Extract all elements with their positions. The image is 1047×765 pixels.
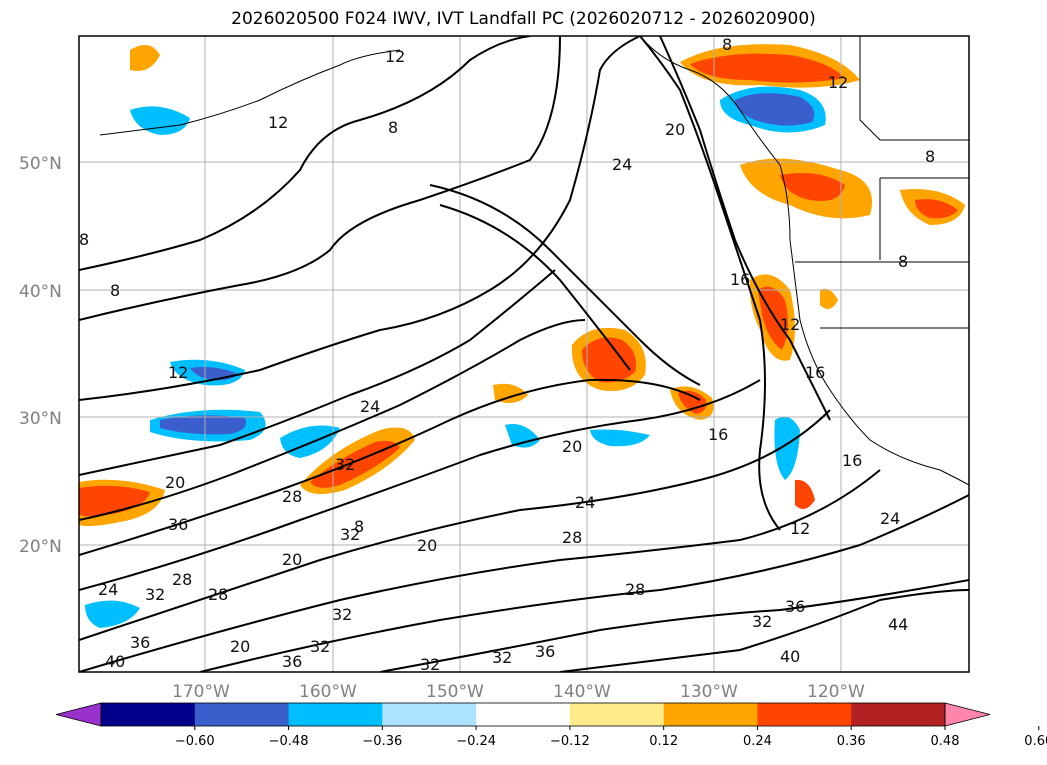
map-border xyxy=(78,35,970,673)
contour-label: 20 xyxy=(417,536,437,555)
contour-label: 20 xyxy=(562,437,582,456)
contour-label: 24 xyxy=(612,155,632,174)
colorbar-tick-label: −0.24 xyxy=(456,734,496,749)
contour-label: 12 xyxy=(780,315,800,334)
lon-label-130w: 130°W xyxy=(680,682,738,702)
colorbar-frame xyxy=(100,702,946,727)
contour-label: 28 xyxy=(172,570,192,589)
colorbar-tick-label: 0.60 xyxy=(1024,734,1047,749)
contour-label: 8 xyxy=(898,252,908,271)
contour-label: 36 xyxy=(282,652,302,671)
contour-label: 32 xyxy=(335,455,355,474)
colorbar-segment xyxy=(288,703,383,726)
contour-label: 32 xyxy=(332,605,352,624)
lat-label-30n: 30°N xyxy=(19,409,62,429)
contour-label: 40 xyxy=(780,647,800,666)
contour-label: 32 xyxy=(340,525,360,544)
colorbar-tick-label: −0.12 xyxy=(550,734,590,749)
lat-label-20n: 20°N xyxy=(19,537,62,557)
colorbar-segment xyxy=(663,703,758,726)
map-area xyxy=(79,36,969,672)
contour-label: 44 xyxy=(888,615,908,634)
colorbar: −0.60 −0.48 −0.36 −0.24 −0.12 0.12 0.24 0.36 0.4… xyxy=(55,702,1047,749)
contour-label: 8 xyxy=(388,118,398,137)
map-title: 2026020500 F024 IWV, IVT Landfall PC (20… xyxy=(231,9,816,29)
colorbar-segment xyxy=(757,703,852,726)
colorbar-segment xyxy=(194,703,290,726)
contour-label: 20 xyxy=(665,120,685,139)
colorbar-tick-label: 0.48 xyxy=(931,734,960,749)
iwv-contours xyxy=(79,36,969,672)
lat-label-40n: 40°N xyxy=(19,282,62,302)
colorbar-tick-label: 0.36 xyxy=(837,734,866,749)
contour-label: 12 xyxy=(268,113,288,132)
contour-label: 20 xyxy=(165,473,185,492)
colorbar-tick-label: −0.36 xyxy=(362,734,402,749)
lon-label-150w: 150°W xyxy=(426,682,484,702)
contour-label: 28 xyxy=(562,528,582,547)
contour-label: 12 xyxy=(828,73,848,92)
lon-label-120w: 120°W xyxy=(807,682,865,702)
contour-label: 24 xyxy=(360,397,380,416)
colorbar-extend-high xyxy=(944,702,991,727)
contour-label: 32 xyxy=(492,648,512,667)
contour-label: 8 xyxy=(79,230,89,249)
lon-label-140w: 140°W xyxy=(553,682,611,702)
colorbar-tick-label: 0.24 xyxy=(743,734,772,749)
contour-label: 16 xyxy=(842,451,862,470)
contour-label: 16 xyxy=(730,270,750,289)
lon-label-170w: 170°W xyxy=(172,682,230,702)
contour-label: 32 xyxy=(752,612,772,631)
contour-label: 12 xyxy=(790,519,810,538)
contour-label: 32 xyxy=(310,637,330,656)
contour-label: 16 xyxy=(708,425,728,444)
contour-label: 24 xyxy=(98,580,118,599)
contour-label: 36 xyxy=(785,597,805,616)
contour-label: 36 xyxy=(130,633,150,652)
contour-label: 12 xyxy=(168,363,188,382)
contour-label-group: 12 8 24 20 36 20 24 28 28 32 24 20 20 28… xyxy=(79,35,935,674)
colorbar-segment xyxy=(382,703,477,726)
coastlines xyxy=(99,36,969,486)
contour-label: 28 xyxy=(282,487,302,506)
contour-label: 40 xyxy=(105,652,125,671)
latitude-labels: 50°N 40°N 30°N 20°N xyxy=(19,154,62,557)
contour-label: 8 xyxy=(110,281,120,300)
contour-label: 28 xyxy=(208,585,228,604)
lon-label-160w: 160°W xyxy=(299,682,357,702)
colorbar-tick-label: −0.60 xyxy=(175,734,215,749)
contour-label: 20 xyxy=(230,637,250,656)
contour-label: 8 xyxy=(925,147,935,166)
colorbar-segment xyxy=(569,703,665,726)
colorbar-tick-label: 0.12 xyxy=(649,734,678,749)
colorbar-segment xyxy=(101,703,196,726)
contour-label: 20 xyxy=(282,550,302,569)
contour-label: 36 xyxy=(168,515,188,534)
lat-label-50n: 50°N xyxy=(19,154,62,174)
colorbar-segment xyxy=(476,703,571,726)
contour-label: 8 xyxy=(722,35,732,54)
contour-label: 24 xyxy=(880,509,900,528)
colorbar-segment xyxy=(851,703,946,726)
colorbar-tick-label: −0.48 xyxy=(269,734,309,749)
colorbar-extend-low xyxy=(55,702,102,727)
contour-label: 24 xyxy=(575,493,595,512)
contour-label: 12 xyxy=(385,47,405,66)
contour-label: 16 xyxy=(805,363,825,382)
contour-label: 36 xyxy=(535,642,555,661)
longitude-labels: 170°W 160°W 150°W 140°W 130°W 120°W xyxy=(172,682,865,702)
contour-label: 32 xyxy=(145,585,165,604)
contour-label: 32 xyxy=(420,655,440,674)
contour-label: 8 xyxy=(354,517,364,536)
contour-label: 28 xyxy=(625,580,645,599)
